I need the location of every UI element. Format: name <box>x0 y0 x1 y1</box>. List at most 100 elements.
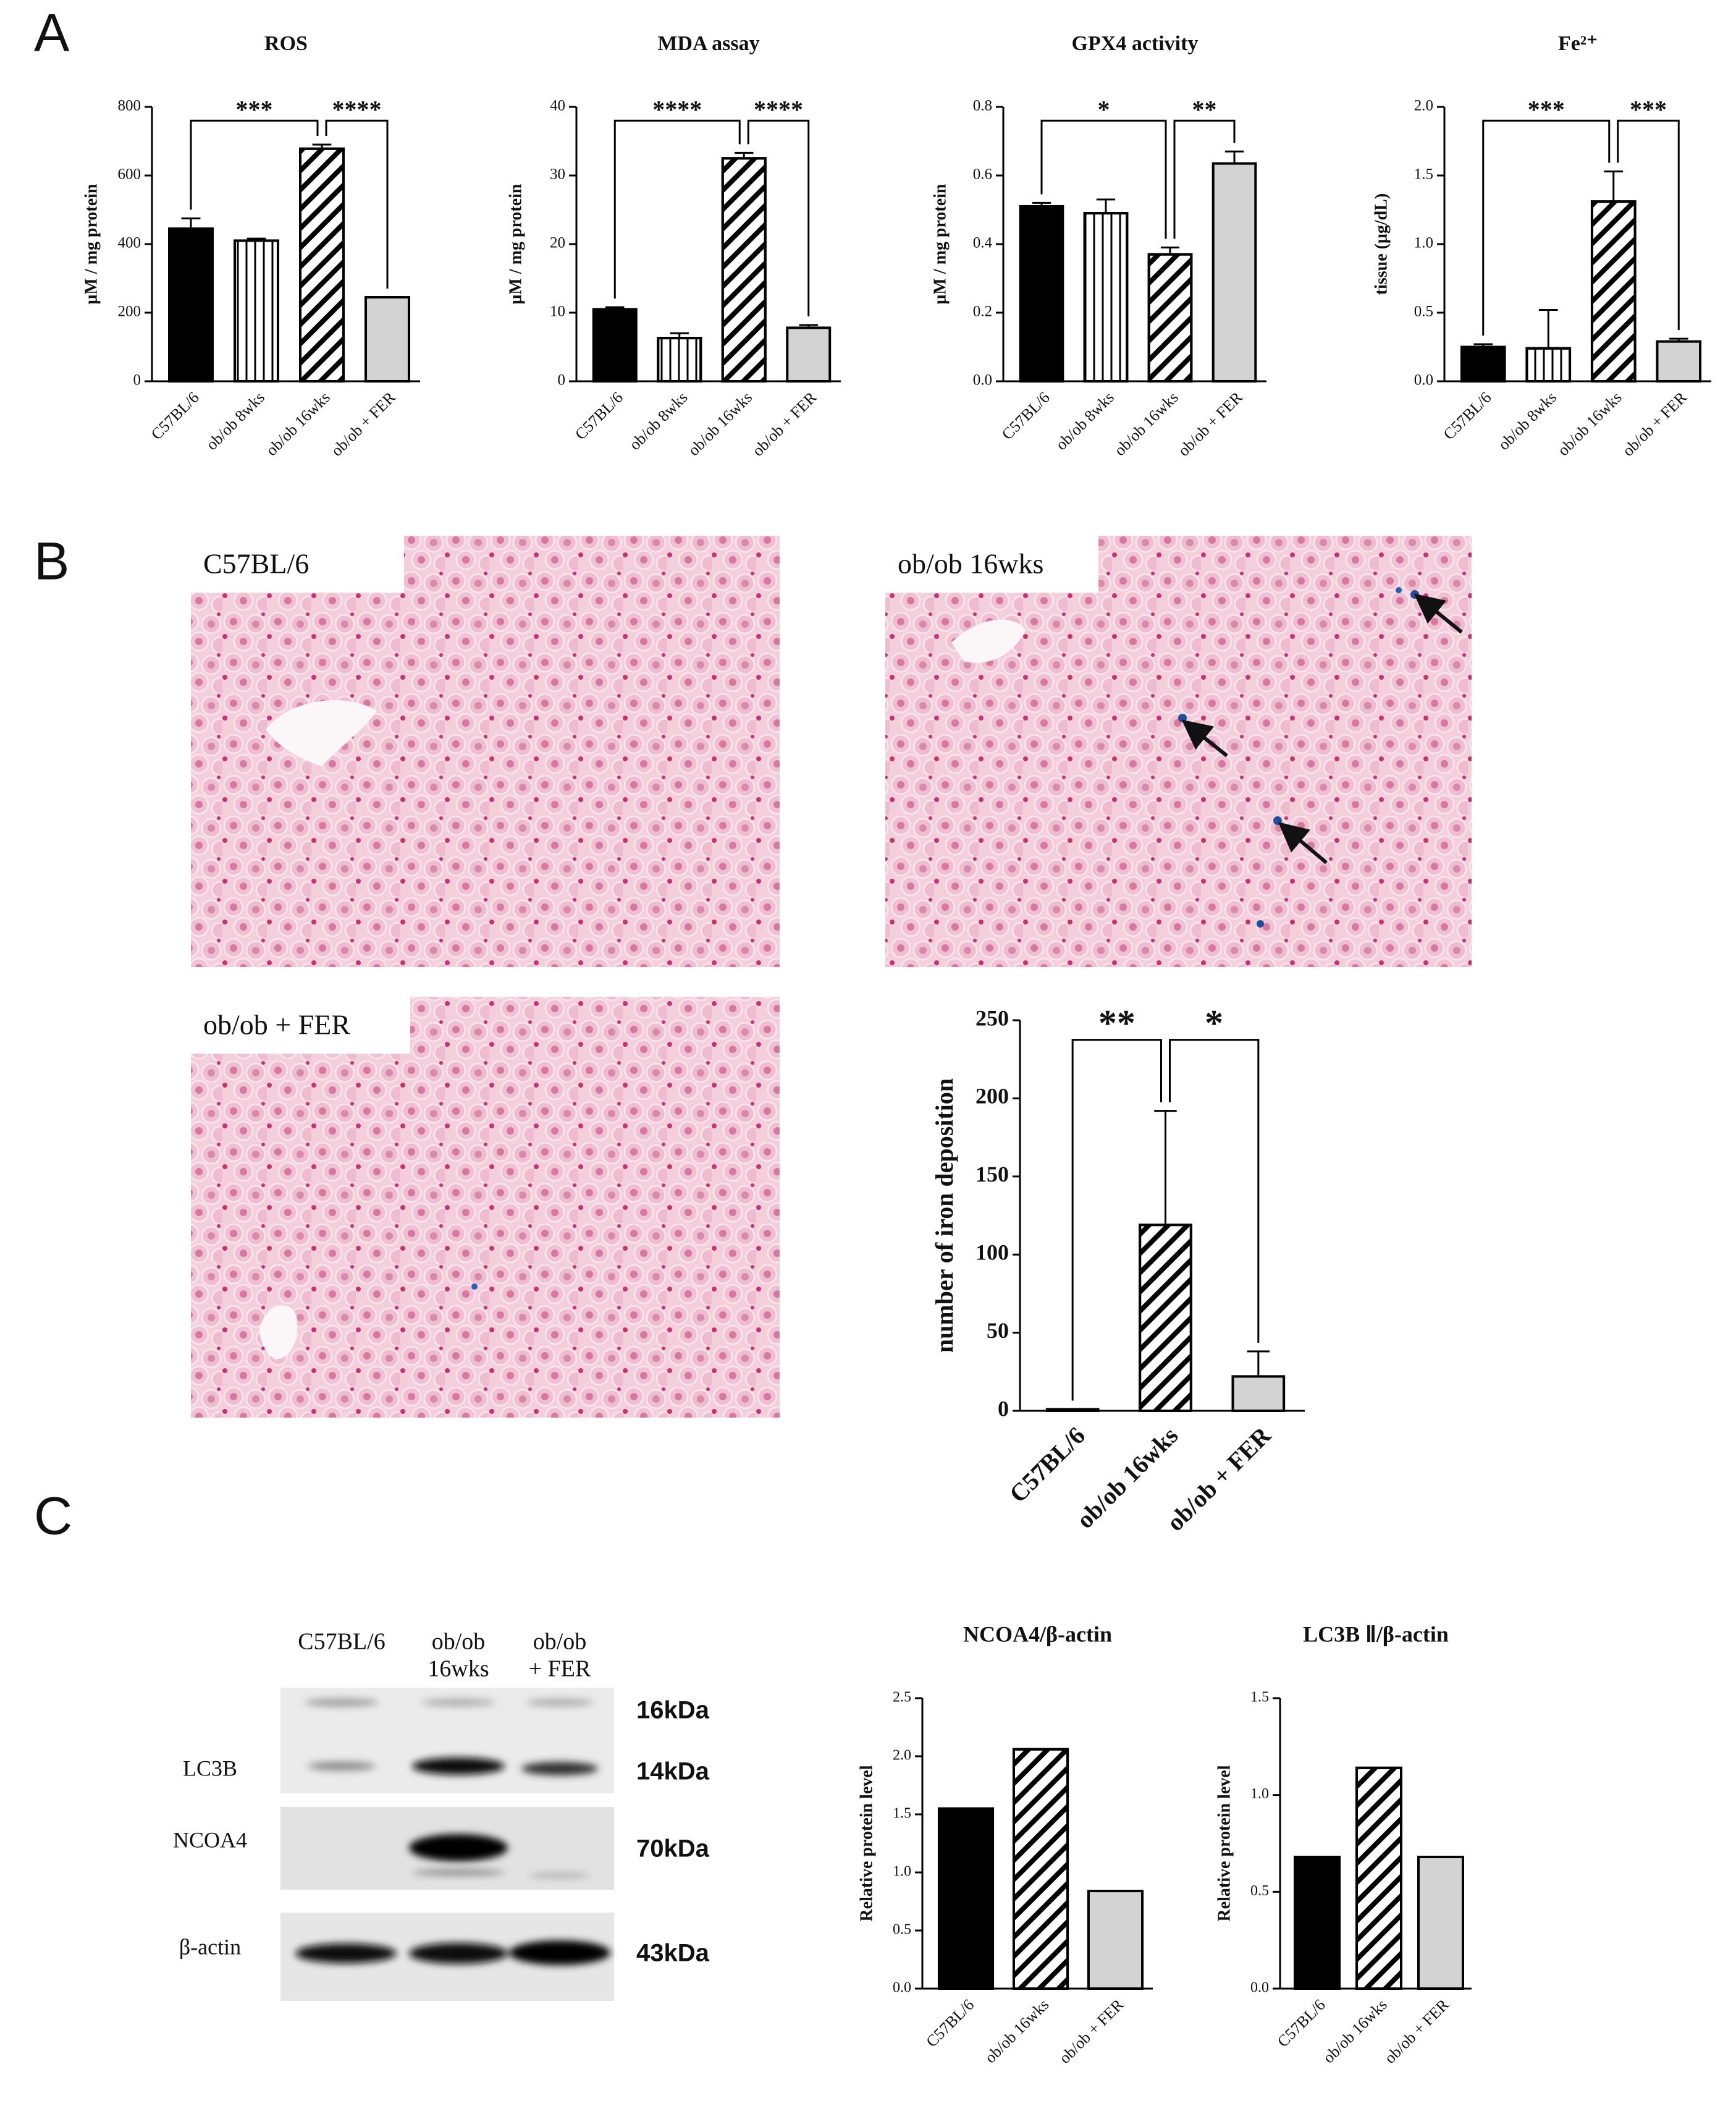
significance-bracket <box>325 119 389 289</box>
y-tick-label: 0 <box>133 372 141 389</box>
chart-title: ROS <box>264 32 308 55</box>
micrograph-label: C57BL/6 <box>203 548 309 580</box>
size-label: 16kDa <box>636 1697 710 1724</box>
micrograph-fer <box>191 997 780 1418</box>
significance-bracket <box>1040 119 1167 239</box>
y-tick-label: 0.2 <box>973 303 992 320</box>
significance-bracket <box>613 119 741 299</box>
micrograph-label-box <box>191 997 410 1054</box>
y-tick-label: 0.8 <box>973 98 992 114</box>
y-tick-label: 0.0 <box>973 372 992 389</box>
y-tick-label: 0.5 <box>1414 303 1433 320</box>
error-bar <box>670 332 689 339</box>
bar-hatch <box>1083 212 1129 383</box>
y-tick-label: 1.0 <box>893 1864 911 1880</box>
significance-label: *** <box>1630 95 1667 123</box>
y-axis-label: μM / mg protein <box>930 184 950 304</box>
bar-hatch <box>1012 1748 1069 1990</box>
bar <box>592 308 638 383</box>
error-bar <box>312 143 332 149</box>
error-bar <box>1538 309 1558 349</box>
error-bar <box>735 151 754 159</box>
significance-bracket <box>1482 119 1611 336</box>
y-tick-label: 10 <box>550 303 565 320</box>
y-tick-label: 50 <box>987 1318 1009 1343</box>
error-bar <box>1669 337 1688 342</box>
y-tick-label: 30 <box>550 166 565 183</box>
bar-hatch <box>1525 347 1572 383</box>
y-tick-label: 1.0 <box>1250 1786 1269 1802</box>
micrograph-label-box <box>191 536 404 593</box>
row-label: β-actin <box>179 1934 241 1959</box>
bar <box>1231 1375 1286 1413</box>
bar-hatch <box>1590 200 1637 383</box>
y-tick-label: 2.0 <box>1414 98 1433 114</box>
y-tick-label: 0.4 <box>973 235 993 252</box>
bar-hatch <box>1355 1766 1402 1990</box>
bar <box>786 326 832 383</box>
y-tick-label: 0.0 <box>893 1980 911 1996</box>
chart-title: MDA assay <box>657 32 759 55</box>
error-bar <box>605 306 625 310</box>
bar-hatch <box>657 337 702 383</box>
significance-bracket <box>1617 119 1680 331</box>
row-label: LC3B <box>183 1756 237 1780</box>
significance-label: ** <box>1098 1002 1136 1043</box>
y-tick-label: 0 <box>558 372 566 389</box>
error-bar <box>1160 247 1180 255</box>
y-axis-label: number of iron deposition <box>930 1078 958 1353</box>
error-bar <box>799 324 818 328</box>
y-tick-label: 200 <box>975 1084 1009 1109</box>
significance-label: *** <box>236 95 273 123</box>
micrograph-label-box <box>885 536 1098 593</box>
y-tick-label: 0.5 <box>893 1922 911 1938</box>
bar <box>1460 345 1506 383</box>
chart-title: LC3B Ⅱ/β-actin <box>1303 1622 1449 1646</box>
y-tick-label: 150 <box>975 1162 1009 1186</box>
lane-label: 16wks <box>428 1656 489 1682</box>
y-tick-label: 100 <box>975 1240 1009 1264</box>
y-tick-label: 1.5 <box>1414 166 1433 183</box>
lane-label: C57BL/6 <box>298 1629 385 1655</box>
bar <box>1087 1890 1144 1990</box>
error-bar <box>1154 1110 1177 1225</box>
western-blot <box>280 1688 614 2001</box>
y-tick-label: 20 <box>550 235 565 252</box>
error-bar <box>1604 170 1624 202</box>
lane-label: + FER <box>529 1656 591 1682</box>
bar-hatch <box>299 147 345 383</box>
y-axis-label: μM / mg protein <box>82 184 101 304</box>
lane-label: ob/ob <box>533 1629 587 1655</box>
bar <box>1294 1855 1341 1990</box>
y-tick-label: 250 <box>975 1005 1009 1030</box>
chart-title: Fe²⁺ <box>1558 32 1598 55</box>
y-tick-label: 0.5 <box>1250 1883 1269 1899</box>
significance-bracket <box>1169 1039 1260 1343</box>
bar-hatch <box>234 239 279 383</box>
bar-hatch <box>721 157 767 383</box>
y-axis-label: Relative protein level <box>857 1765 876 1921</box>
error-bar <box>246 237 266 241</box>
size-label: 43kDa <box>636 1940 710 1967</box>
significance-bracket <box>747 119 810 316</box>
y-axis-label: Relative protein level <box>1215 1765 1234 1921</box>
y-tick-label: 2.0 <box>893 1748 911 1764</box>
y-tick-label: 1.0 <box>1414 235 1433 252</box>
y-tick-label: 0.6 <box>973 166 992 183</box>
micrograph-label: ob/ob + FER <box>203 1009 350 1041</box>
y-tick-label: 0.0 <box>1414 372 1433 389</box>
bar <box>1019 205 1064 383</box>
y-tick-label: 2.5 <box>893 1690 911 1706</box>
y-axis-label: μM / mg protein <box>506 184 525 304</box>
error-bar <box>1224 150 1244 164</box>
panel-label: C <box>34 1487 72 1546</box>
bar <box>1656 340 1702 383</box>
error-bar <box>181 217 201 229</box>
micrograph-16wks <box>885 536 1472 967</box>
y-tick-label: 200 <box>118 303 141 320</box>
significance-label: **** <box>754 95 803 123</box>
bar <box>1417 1855 1464 1990</box>
panel-label: A <box>34 4 70 63</box>
